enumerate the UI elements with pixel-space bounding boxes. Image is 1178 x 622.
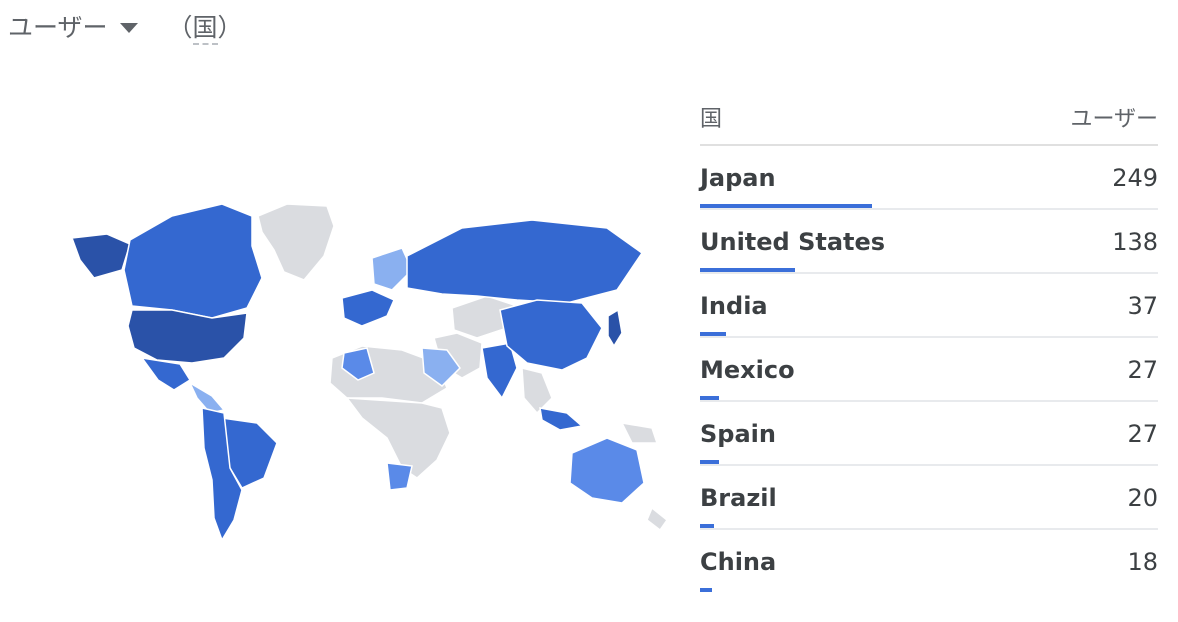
- map-region-south-africa[interactable]: [386, 462, 413, 491]
- dropdown-caret-icon: [119, 22, 138, 33]
- map-region-scandinavia[interactable]: [371, 247, 413, 291]
- country-name[interactable]: Spain: [700, 420, 776, 448]
- map-region-china[interactable]: [499, 299, 603, 371]
- share-bar: [700, 588, 712, 592]
- users-value: 37: [1127, 292, 1158, 320]
- map-region-arabia[interactable]: [421, 347, 461, 387]
- metric-selector[interactable]: ユーザー: [8, 8, 138, 44]
- map-region-greenland[interactable]: [257, 203, 335, 281]
- country-name[interactable]: Japan: [700, 164, 776, 192]
- table-row[interactable]: India 37: [700, 274, 1158, 338]
- dimension-label: 国: [192, 13, 218, 45]
- share-bar: [700, 332, 726, 336]
- users-value: 20: [1127, 484, 1158, 512]
- map-region-india[interactable]: [481, 342, 518, 400]
- country-name[interactable]: Brazil: [700, 484, 777, 512]
- table-row[interactable]: United States 138: [700, 210, 1158, 274]
- country-name[interactable]: Mexico: [700, 356, 795, 384]
- map-region-canada[interactable]: [123, 203, 263, 319]
- table-body: Japan 249 United States 138 India 37 Mex…: [700, 146, 1158, 592]
- map-region-southeast-asia[interactable]: [521, 367, 553, 415]
- map-region-united-states[interactable]: [127, 309, 248, 364]
- map-region-africa-central[interactable]: [345, 397, 451, 479]
- country-name[interactable]: India: [700, 292, 768, 320]
- world-map[interactable]: [62, 198, 682, 548]
- share-bar: [700, 396, 719, 400]
- column-header-country[interactable]: 国: [700, 107, 723, 132]
- table-row[interactable]: China 18: [700, 530, 1158, 592]
- map-region-russia[interactable]: [406, 219, 644, 304]
- column-header-users[interactable]: ユーザー: [1070, 107, 1158, 132]
- users-value: 249: [1112, 164, 1158, 192]
- map-region-western-europe[interactable]: [341, 289, 395, 327]
- dimension-suffix: ）: [217, 13, 243, 42]
- dimension-selector[interactable]: （国）: [167, 8, 243, 45]
- report-header: ユーザー （国）: [8, 6, 243, 46]
- table-header: 国 ユーザー: [700, 90, 1158, 146]
- map-region-north-africa-west[interactable]: [341, 347, 375, 381]
- users-value: 18: [1127, 548, 1158, 576]
- country-name[interactable]: China: [700, 548, 777, 576]
- metric-label: ユーザー: [8, 13, 108, 42]
- country-name[interactable]: United States: [700, 228, 886, 256]
- share-bar: [700, 268, 795, 272]
- map-region-alaska[interactable]: [70, 233, 131, 279]
- table-row[interactable]: Brazil 20: [700, 466, 1158, 530]
- map-region-mexico[interactable]: [140, 356, 192, 391]
- users-value: 27: [1127, 356, 1158, 384]
- table-row[interactable]: Spain 27: [700, 402, 1158, 466]
- users-value: 27: [1127, 420, 1158, 448]
- map-region-japan[interactable]: [607, 308, 623, 348]
- share-bar: [700, 524, 714, 528]
- map-region-papua[interactable]: [620, 422, 659, 444]
- share-bar: [700, 460, 719, 464]
- map-region-south-america-west[interactable]: [201, 407, 243, 542]
- dimension-prefix: （: [167, 13, 193, 42]
- country-table: 国 ユーザー Japan 249 United States 138 India…: [700, 90, 1158, 592]
- map-region-indonesia[interactable]: [539, 407, 584, 431]
- share-bar: [700, 204, 872, 208]
- users-value: 138: [1112, 228, 1158, 256]
- map-region-australia[interactable]: [569, 437, 645, 504]
- table-row[interactable]: Mexico 27: [700, 338, 1158, 402]
- map-region-antarctic-islands[interactable]: [646, 506, 669, 532]
- table-row[interactable]: Japan 249: [700, 146, 1158, 210]
